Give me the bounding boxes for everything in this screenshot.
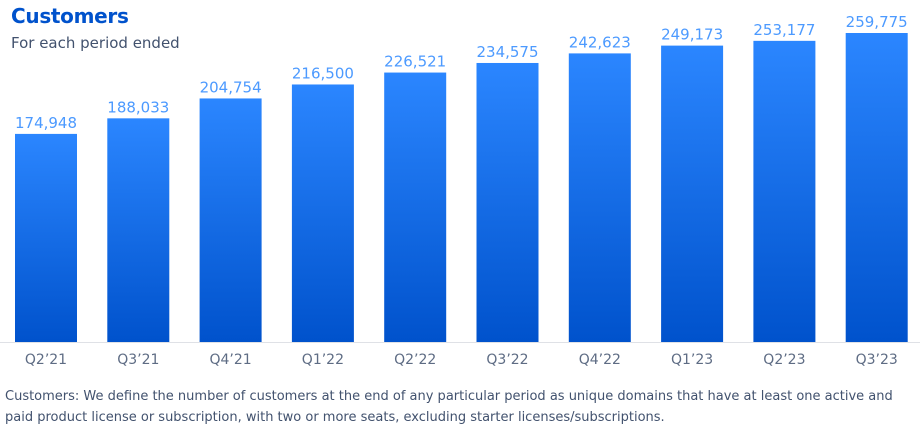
bar — [845, 33, 908, 342]
value-label: 174,948 — [15, 114, 77, 132]
bar — [753, 40, 816, 342]
x-tick-label: Q4’21 — [209, 352, 251, 368]
value-label: 216,500 — [292, 64, 354, 82]
x-tick-label: Q1’22 — [302, 352, 344, 368]
bar-chart: 174,948 Q2’21 188,033 Q3’21 204,754 Q4’21 216,… — [0, 13, 920, 368]
bar — [384, 72, 447, 342]
bar — [15, 133, 77, 342]
x-tick-label: Q2’22 — [394, 352, 436, 368]
value-label: 226,521 — [384, 53, 446, 71]
value-label: 204,754 — [200, 78, 262, 96]
bar — [568, 53, 631, 342]
bar — [661, 45, 724, 342]
bar — [476, 62, 539, 343]
value-label: 249,173 — [661, 26, 723, 44]
value-label: 234,575 — [476, 43, 538, 61]
x-tick-label: Q1’23 — [671, 352, 713, 368]
x-tick-label: Q2’21 — [25, 352, 67, 368]
value-label: 259,775 — [846, 13, 908, 31]
x-tick-label: Q3’21 — [117, 352, 159, 368]
x-tick-label: Q2’23 — [763, 352, 805, 368]
footnote: Customers: We define the number of custo… — [5, 389, 893, 425]
x-tick-label: Q3’22 — [486, 352, 528, 368]
value-label: 242,623 — [569, 33, 631, 51]
chart-subtitle: For each period ended — [11, 34, 180, 52]
x-tick-label: Q4’22 — [579, 352, 621, 368]
chart-title: Customers — [11, 4, 129, 28]
value-label: 253,177 — [753, 21, 815, 39]
x-tick-label: Q3’23 — [856, 352, 898, 368]
bar — [107, 118, 170, 342]
value-label: 188,033 — [107, 98, 169, 116]
bar — [291, 84, 354, 342]
bar — [199, 98, 262, 342]
